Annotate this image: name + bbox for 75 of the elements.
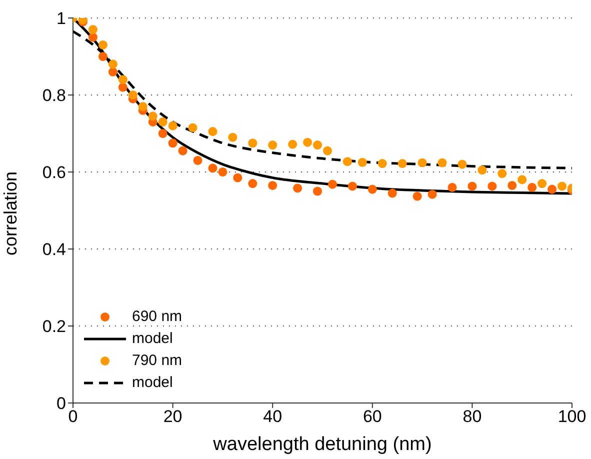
point [188,123,198,132]
point [108,67,118,76]
x-axis-title: wavelength detuning (nm) [212,434,432,455]
point [158,128,168,138]
x-tick-label: 80 [462,407,482,426]
y-tick-label: 0.4 [42,240,66,260]
point [128,90,138,100]
x-tick-label: 20 [163,407,182,426]
point [168,121,178,130]
y-axis-title: correlation [0,171,20,256]
point [398,159,407,168]
point [138,102,148,112]
point [288,140,298,149]
point [458,160,467,169]
point [158,117,168,126]
point [342,157,352,166]
point [178,146,188,156]
x-tick-label: 60 [362,407,382,426]
point [108,60,118,69]
point [528,182,537,192]
point [418,158,427,168]
y-tick-label: 0.2 [42,317,66,336]
y-tick-label: 0 [56,394,66,414]
y-tick-label: 0.8 [42,86,66,106]
point [88,32,98,42]
point [98,52,108,62]
legend-label: 690 nm [132,307,182,327]
point [193,156,202,165]
point [488,182,497,191]
point [412,192,422,201]
point [428,190,437,199]
point [98,40,108,50]
point [312,186,322,196]
x-tick-label: 100 [558,407,586,426]
point [448,182,457,192]
point [548,184,557,194]
line-series [73,18,572,195]
point [508,180,517,190]
point [218,167,228,177]
point [148,112,158,121]
point [322,146,332,156]
point [303,138,312,147]
point [388,188,397,198]
y-tick-label: 1 [56,9,66,28]
legend-label: model [132,373,173,393]
point [468,182,477,191]
point [208,127,218,136]
point [478,166,487,175]
point [118,82,128,92]
point [378,159,387,168]
legend-label: model [132,329,173,349]
x-tick-label: 40 [263,407,282,426]
point [88,25,98,34]
point [438,158,447,168]
point [248,179,258,188]
point [268,140,278,150]
point [498,169,507,178]
point [293,184,302,193]
legend-label: 790 nm [132,351,182,371]
point [118,75,128,84]
point [518,175,527,184]
point [248,138,258,148]
point [233,173,242,182]
point [348,182,357,191]
point [312,140,322,150]
y-tick-label: 0.6 [42,163,66,182]
point [228,132,238,142]
point [208,164,218,173]
point [368,184,377,194]
point [168,138,178,148]
point [538,179,547,188]
point [328,180,337,189]
point [358,158,367,167]
point [558,182,567,191]
point [268,180,278,190]
